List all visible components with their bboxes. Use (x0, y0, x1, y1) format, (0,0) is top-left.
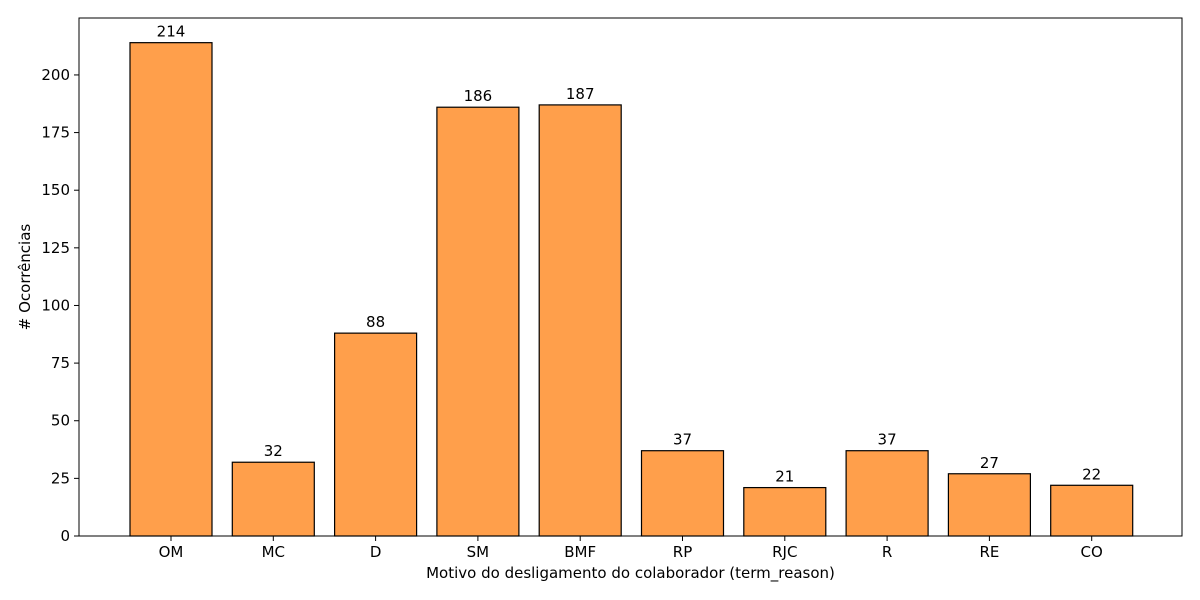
y-tick-label: 0 (60, 527, 70, 545)
data-label-co: 22 (1082, 465, 1101, 483)
bar-bmf (538, 104, 622, 537)
y-axis-label: # Ocorrências (16, 224, 34, 331)
x-tick-label-sm: SM (467, 543, 489, 561)
y-tick-label: 100 (41, 296, 70, 314)
bar-sm (436, 106, 520, 537)
x-tick-label-co: CO (1081, 543, 1103, 561)
data-label-d: 88 (366, 313, 385, 331)
data-label-rp: 37 (673, 431, 692, 449)
y-tick-label: 25 (51, 469, 70, 487)
bar-co (1050, 484, 1134, 537)
bar-mc (231, 461, 315, 537)
y-tick-label: 75 (51, 354, 70, 372)
x-tick-label-bmf: BMF (564, 543, 596, 561)
y-tick-label: 125 (41, 239, 70, 257)
x-axis-label: Motivo do desligamento do colaborador (t… (426, 564, 835, 583)
x-tick-label-rp: RP (673, 543, 692, 561)
x-tick-label-mc: MC (262, 543, 285, 561)
y-tick-label: 50 (51, 412, 70, 430)
data-label-mc: 32 (264, 442, 283, 460)
data-label-om: 214 (157, 23, 186, 41)
plot-area: 214 OM 32 MC 88 D 186 SM 187 BMF 37 RP 21 RJC 37 R 27 RE 2… (41, 17, 1183, 561)
data-label-r: 37 (878, 431, 897, 449)
bar-d (334, 332, 418, 537)
y-tick-label: 200 (41, 66, 70, 84)
bar-r (845, 450, 929, 537)
bar-rp (640, 450, 725, 537)
bar-re (947, 473, 1032, 537)
x-tick-label-re: RE (979, 543, 999, 561)
x-tick-label-om: OM (159, 543, 184, 561)
bar-rjc (743, 486, 827, 537)
x-tick-label-rjc: RJC (772, 543, 797, 561)
y-tick-label: 175 (41, 124, 70, 142)
data-label-rjc: 21 (775, 468, 794, 486)
axes-frame (78, 17, 1183, 537)
data-label-bmf: 187 (566, 85, 595, 103)
x-tick-label-d: D (370, 543, 382, 561)
data-label-re: 27 (980, 454, 999, 472)
y-tick-label: 150 (41, 181, 70, 199)
bar-om (129, 42, 213, 537)
x-tick-label-r: R (882, 543, 892, 561)
data-label-sm: 186 (464, 87, 493, 105)
